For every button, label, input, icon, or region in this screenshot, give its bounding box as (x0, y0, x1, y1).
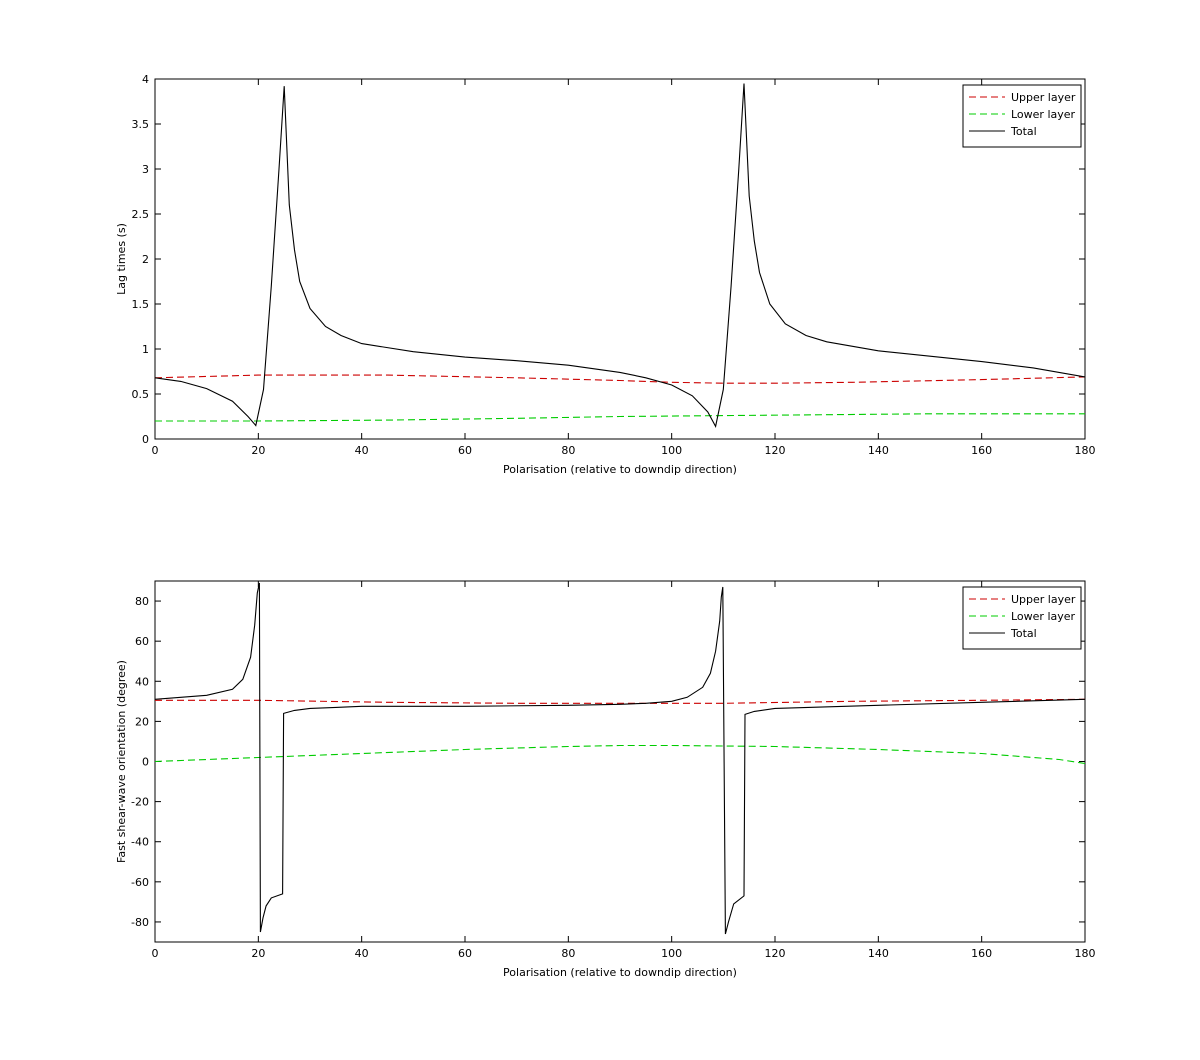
x-tick-label: 0 (152, 444, 159, 457)
y-axis-label: Fast shear-wave orientation (degree) (115, 660, 128, 863)
y-tick-label: -20 (131, 796, 149, 809)
y-tick-label: 60 (135, 635, 149, 648)
x-tick-label: 160 (971, 444, 992, 457)
x-tick-label: 120 (765, 444, 786, 457)
series-line-total (155, 582, 1085, 935)
y-tick-label: 1 (142, 343, 149, 356)
axes-box (154, 580, 1086, 943)
series-line-lower-layer (155, 413, 1085, 422)
x-tick-label: 80 (561, 444, 575, 457)
y-axis-label: Lag times (s) (115, 223, 128, 295)
x-tick-label: 140 (868, 947, 889, 960)
y-tick-label: 0 (142, 433, 149, 446)
y-tick-label: -40 (131, 836, 149, 849)
y-tick-label: 3.5 (132, 118, 150, 131)
axes-box (154, 78, 1086, 440)
x-tick-label: 140 (868, 444, 889, 457)
y-tick-label: -60 (131, 876, 149, 889)
y-tick-label: 80 (135, 595, 149, 608)
legend-label: Total (1010, 627, 1037, 640)
series-line-upper-layer (155, 374, 1085, 384)
x-axis-label: Polarisation (relative to downdip direct… (503, 463, 737, 476)
legend-label: Lower layer (1011, 108, 1076, 121)
fast-shear-orientation-plot: 0 20 40 60 80 100 120 140 160 180 -80 -60 -40 -20 0 20 4… (115, 580, 1096, 979)
legend-label: Upper layer (1011, 91, 1076, 104)
lag-times-plot: 0 20 40 60 80 100 120 140 160 180 0 0.5 1 1.5 2 2.5 3 3.5… (115, 73, 1096, 476)
legend-box (962, 586, 1082, 650)
y-tick-label: -80 (131, 916, 149, 929)
legend-label: Lower layer (1011, 610, 1076, 623)
y-tick-label: 1.5 (132, 298, 150, 311)
series-line-total (155, 83, 1085, 428)
x-tick-label: 40 (355, 444, 369, 457)
y-tick-label: 2 (142, 253, 149, 266)
legend-box (962, 84, 1082, 148)
x-tick-label: 60 (458, 444, 472, 457)
x-tick-label: 180 (1075, 947, 1096, 960)
x-tick-label: 100 (661, 947, 682, 960)
y-tick-label: 4 (142, 73, 149, 86)
legend-label: Upper layer (1011, 593, 1076, 606)
x-tick-label: 40 (355, 947, 369, 960)
x-tick-label: 160 (971, 947, 992, 960)
x-tick-label: 60 (458, 947, 472, 960)
y-tick-label: 3 (142, 163, 149, 176)
x-tick-label: 180 (1075, 444, 1096, 457)
x-tick-label: 20 (251, 947, 265, 960)
legend-label: Total (1010, 125, 1037, 138)
x-tick-label: 120 (765, 947, 786, 960)
y-tick-label: 0.5 (132, 388, 150, 401)
x-tick-label: 80 (561, 947, 575, 960)
x-tick-label: 20 (251, 444, 265, 457)
series-line-lower-layer (155, 744, 1085, 765)
x-axis-label: Polarisation (relative to downdip direct… (503, 966, 737, 979)
y-tick-label: 2.5 (132, 208, 150, 221)
y-tick-label: 0 (142, 756, 149, 769)
y-tick-label: 20 (135, 715, 149, 728)
y-tick-label: 40 (135, 675, 149, 688)
x-tick-label: 100 (661, 444, 682, 457)
x-tick-label: 0 (152, 947, 159, 960)
series-line-upper-layer (155, 698, 1085, 704)
